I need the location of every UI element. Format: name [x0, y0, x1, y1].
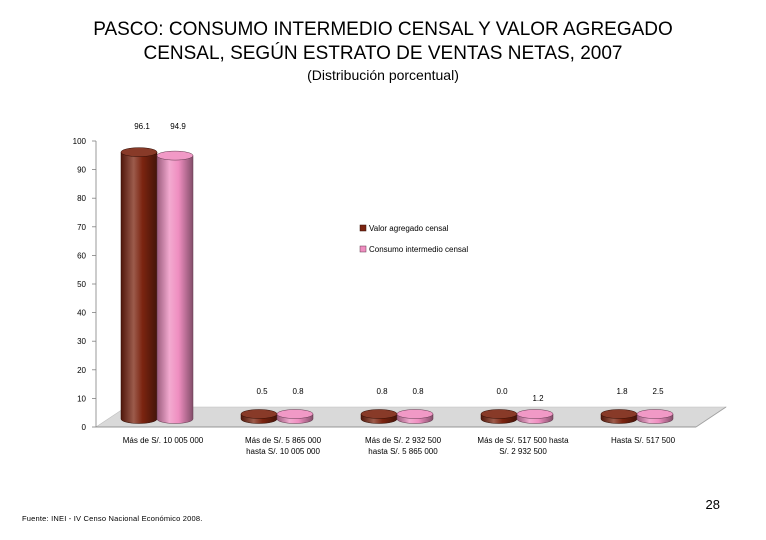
source-note: Fuente: INEI - IV Censo Nacional Económi… [22, 514, 203, 523]
data-label-1-4: 2.5 [652, 387, 664, 396]
x-category-label: Más de S/. 10 005 000 [123, 436, 204, 445]
bar-cap-1-4 [636, 409, 674, 419]
x-category-label: Hasta S/. 517 500 [611, 436, 676, 445]
bar-cap-0-1 [240, 409, 278, 419]
chart-subtitle: (Distribución porcentual) [307, 67, 459, 83]
y-tick-label: 10 [77, 394, 86, 403]
chart-title-line-1: PASCO: CONSUMO INTERMEDIO CENSAL Y VALOR… [93, 19, 673, 40]
x-category-label: S/. 2 932 500 [499, 447, 547, 456]
y-tick-label: 50 [77, 280, 86, 289]
legend-swatch-0 [359, 224, 367, 232]
data-label-0-2: 0.8 [376, 387, 388, 396]
data-label-0-4: 1.8 [616, 387, 628, 396]
bar-cap-1-0 [156, 150, 194, 161]
floor-edge [695, 406, 727, 428]
data-label-1-2: 0.8 [412, 387, 424, 396]
x-category-label: hasta S/. 5 865 000 [368, 447, 438, 456]
data-label-0-1: 0.5 [256, 387, 268, 396]
y-tick-label: 0 [82, 423, 87, 432]
page-number: 28 [705, 497, 720, 512]
bar-0-0 [120, 151, 158, 424]
y-tick-label: 90 [77, 166, 86, 175]
bar-cap-1-3 [516, 409, 554, 419]
bar-cap-0-3 [480, 409, 518, 419]
x-category-label: Más de S/. 5 865 000 [245, 436, 322, 445]
bar-cap-1-2 [396, 409, 434, 419]
y-tick-label: 70 [77, 223, 86, 232]
y-tick-label: 100 [73, 137, 87, 146]
data-label-1-1: 0.8 [292, 387, 304, 396]
data-label-0-3: 0.0 [496, 387, 508, 396]
bar-1-0 [156, 155, 194, 424]
y-tick-label: 20 [77, 366, 86, 375]
data-label-0-0: 96.1 [134, 122, 150, 131]
y-tick-label: 80 [77, 194, 86, 203]
bar-cap-0-4 [600, 409, 638, 419]
data-label-1-3: 1.2 [532, 394, 544, 403]
chart-title: PASCO: CONSUMO INTERMEDIO CENSAL Y VALOR… [0, 18, 766, 66]
x-category-label: Más de S/. 517 500 hasta [477, 436, 569, 445]
legend-label-0: Valor agregado censal [369, 224, 449, 233]
y-tick-label: 40 [77, 309, 86, 318]
legend-swatch-1 [359, 245, 367, 253]
bar-cap-1-1 [276, 409, 314, 419]
chart-title-line-2: CENSAL, SEGÚN ESTRATO DE VENTAS NETAS, 2… [143, 43, 623, 64]
y-tick-label: 30 [77, 337, 86, 346]
bar-cap-0-0 [120, 147, 158, 157]
x-category-label: hasta S/. 10 005 000 [246, 447, 320, 456]
y-tick-label: 60 [77, 251, 86, 260]
data-label-1-0: 94.9 [170, 122, 186, 131]
bar-cap-0-2 [360, 409, 398, 419]
x-category-label: Más de S/. 2 932 500 [365, 436, 442, 445]
legend-label-1: Consumo intermedio censal [369, 245, 468, 254]
